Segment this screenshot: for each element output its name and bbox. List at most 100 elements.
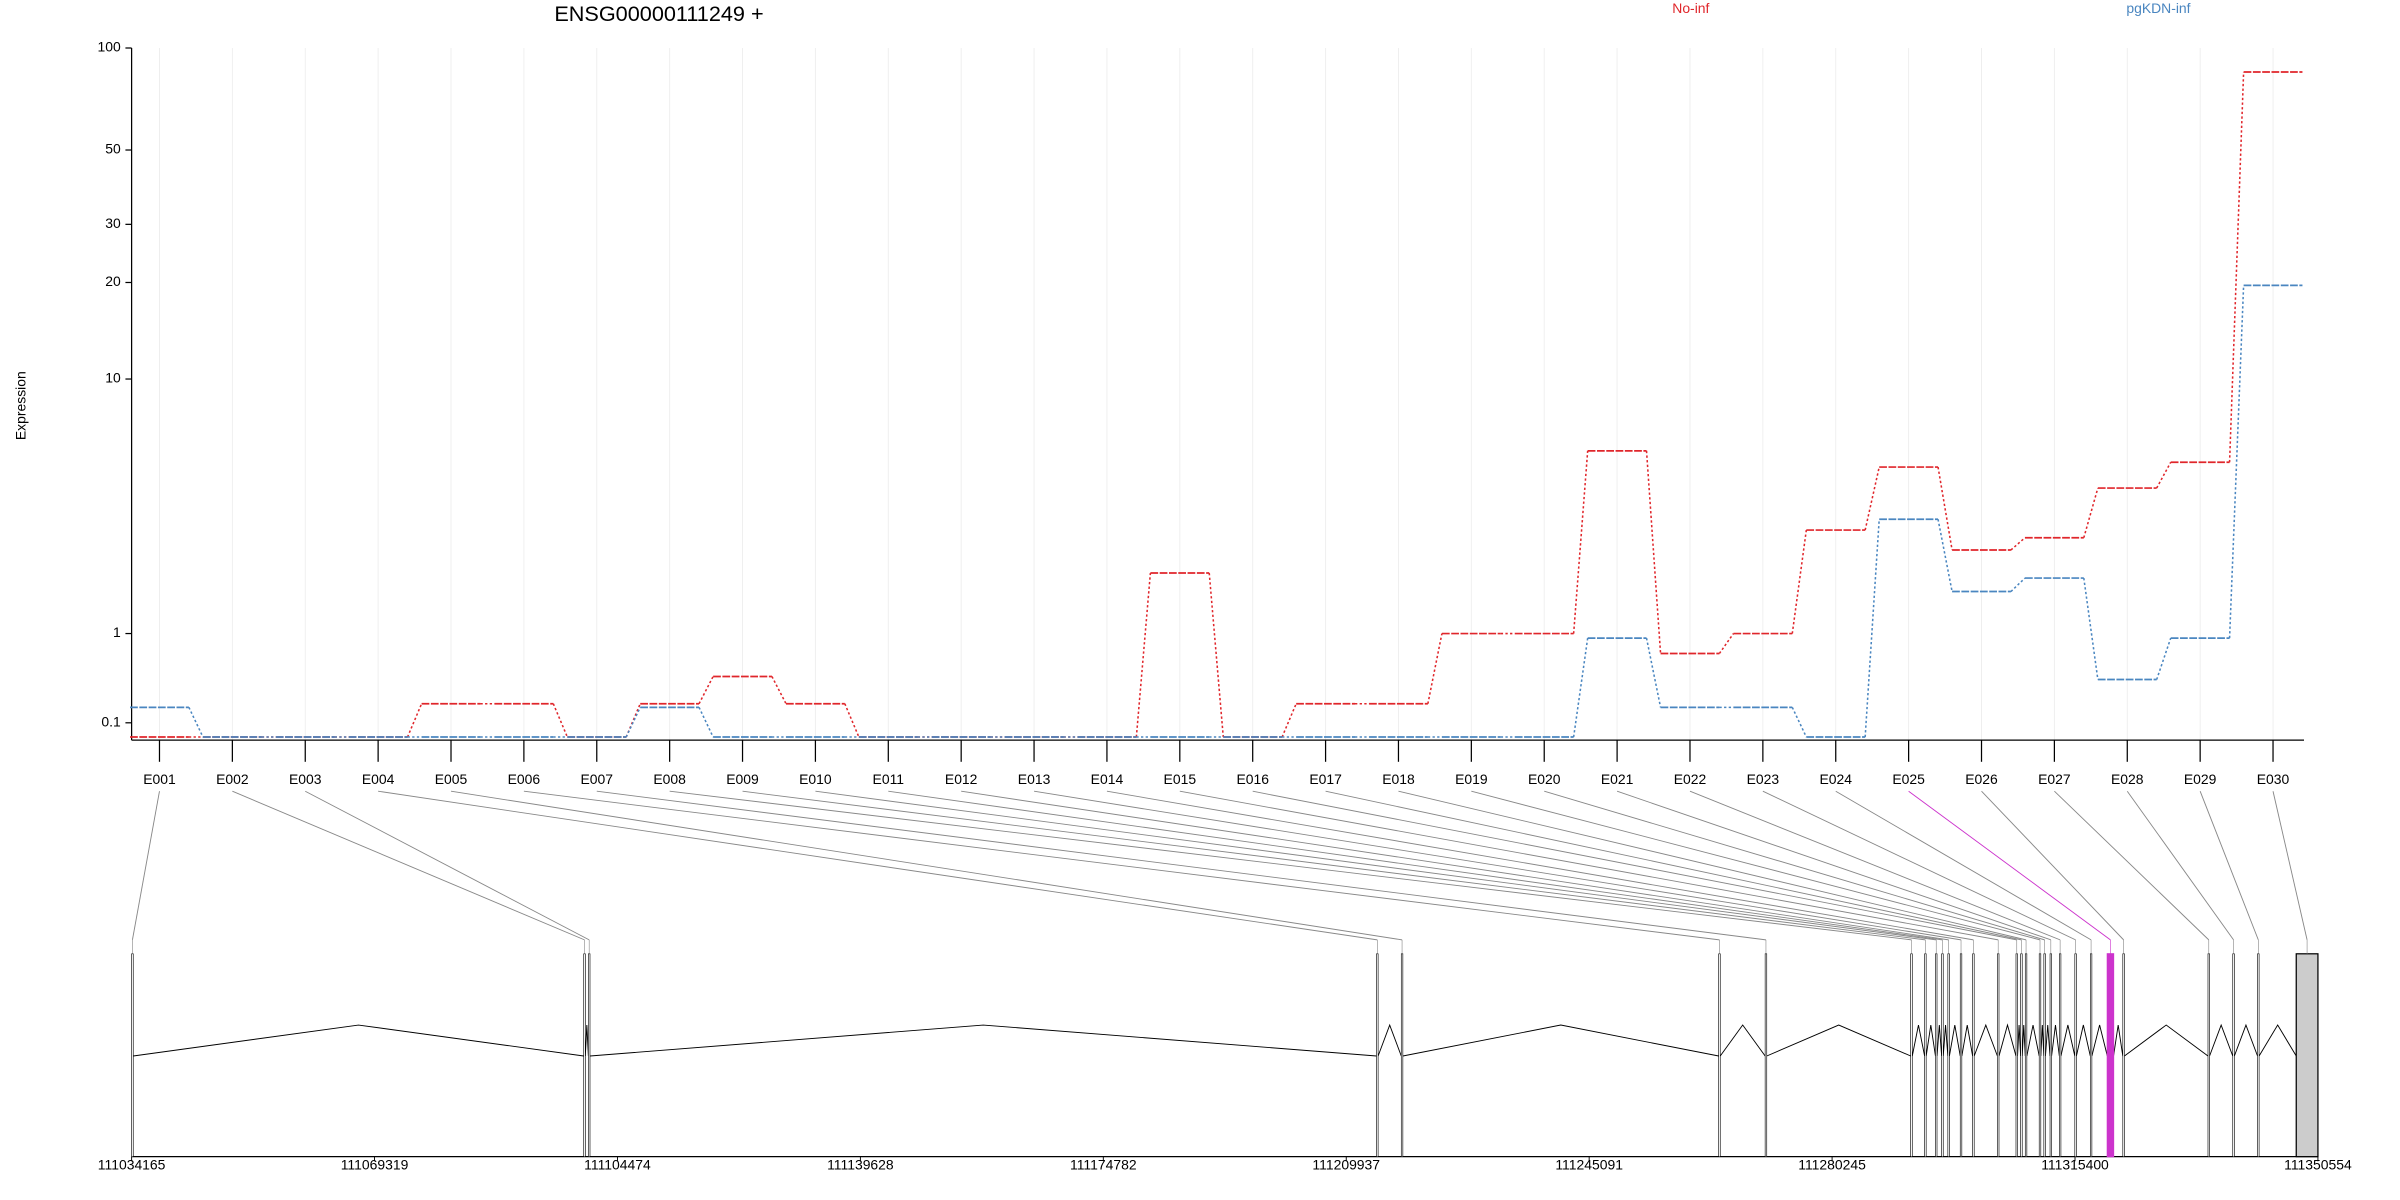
exon-link [1616,790,2051,941]
exon [588,953,591,1157]
exon [2038,953,2042,1157]
x-tick-label: E018 [1382,771,1415,787]
connector [1718,633,1735,654]
exon [583,953,586,1157]
connector [1645,637,1662,708]
intron [1719,1024,1766,1057]
x-tick-label: E020 [1528,771,1561,787]
y-tick-label: 10 [105,370,121,386]
connector [698,707,714,738]
exon-link [815,790,1937,941]
exon [1947,953,1950,1157]
x-tick-label: E021 [1601,771,1634,787]
x-tick-label: E030 [2257,771,2290,787]
exon-link [1179,790,1999,941]
intron [2209,1023,2234,1057]
exon [1376,953,1379,1157]
x-tick-label: E024 [1819,771,1852,787]
legend-label: No-inf [1672,0,1709,16]
exon [1959,953,1963,1157]
intron [2113,1024,2124,1057]
connector [2010,537,2026,551]
exon [2295,953,2319,1158]
intron [2040,1025,2045,1057]
connector [1572,450,1589,634]
exon [1935,953,1938,1157]
exon [2106,953,2115,1158]
exon-link [232,790,585,941]
x2-tick-label: 111350554 [2284,1157,2352,1173]
connector [844,703,860,738]
connector [1281,703,1297,738]
connector [2156,461,2172,489]
chart-title: ENSG00000111249 + [554,1,763,26]
exon-link [2054,790,2210,941]
y-tick-label: 20 [105,273,121,289]
y-tick-label: 1 [113,624,121,640]
x-tick-label: E010 [799,771,832,787]
x2-tick-label: 111069319 [341,1157,409,1173]
x-tick-label: E016 [1236,771,1269,787]
x2-tick-label: 111209937 [1312,1157,1380,1173]
connector [625,707,641,738]
x-tick-label: E002 [216,771,249,787]
y-tick-label: 30 [105,215,121,231]
y-tick-label: 50 [105,141,121,157]
connector [1937,466,1953,551]
intron [1402,1024,1719,1057]
exon [1400,953,1404,1157]
exon [2207,953,2210,1157]
x-tick-label: E004 [362,771,395,787]
connector [698,676,714,705]
connector [2228,71,2245,463]
exon-link [523,790,1720,941]
exon-link [742,790,1926,941]
connector [2083,577,2099,680]
intron [2021,1025,2026,1057]
exon-link [1471,790,2041,941]
x-tick-label: E005 [435,771,468,787]
x-tick-label: E019 [1455,771,1488,787]
exon-link [1689,790,2061,941]
exon-link [1544,790,2045,941]
y-axis-label: Expression [12,371,28,440]
x-tick-label: E011 [873,771,905,787]
x-tick-label: E022 [1674,771,1707,787]
x-tick-label: E008 [653,771,686,787]
connector [406,703,423,738]
x-tick-label: E013 [1018,771,1051,787]
connector [552,703,569,738]
connector [1208,572,1225,738]
connector [2083,487,2099,538]
intron [584,1025,589,1057]
exon [2049,953,2052,1157]
exon-link [888,790,1943,941]
connector [1864,466,1880,531]
exon [2020,953,2023,1157]
exon-link [1325,790,2022,941]
intron [1766,1024,1911,1057]
exon-link [378,790,1378,941]
intron [2124,1024,2209,1057]
intron [2017,1025,2022,1057]
x-tick-label: E009 [726,771,759,787]
connector [771,676,787,705]
exon-link [1398,790,2027,941]
x-tick-label: E007 [581,771,614,787]
connector [2228,285,2245,639]
x-tick-label: E023 [1747,771,1780,787]
exon-link [450,790,1403,941]
connector [1864,519,1880,738]
connector [2155,637,2172,680]
connector [1645,450,1662,654]
x-tick-label: E014 [1091,771,1124,787]
exon-link [131,791,160,940]
exon-link [669,790,1912,941]
exon-link [1762,790,2076,941]
exon [1941,953,1944,1157]
x2-tick-label: 111139628 [827,1157,894,1173]
intron [2233,1023,2258,1057]
y-tick-label: 0.1 [101,713,121,729]
